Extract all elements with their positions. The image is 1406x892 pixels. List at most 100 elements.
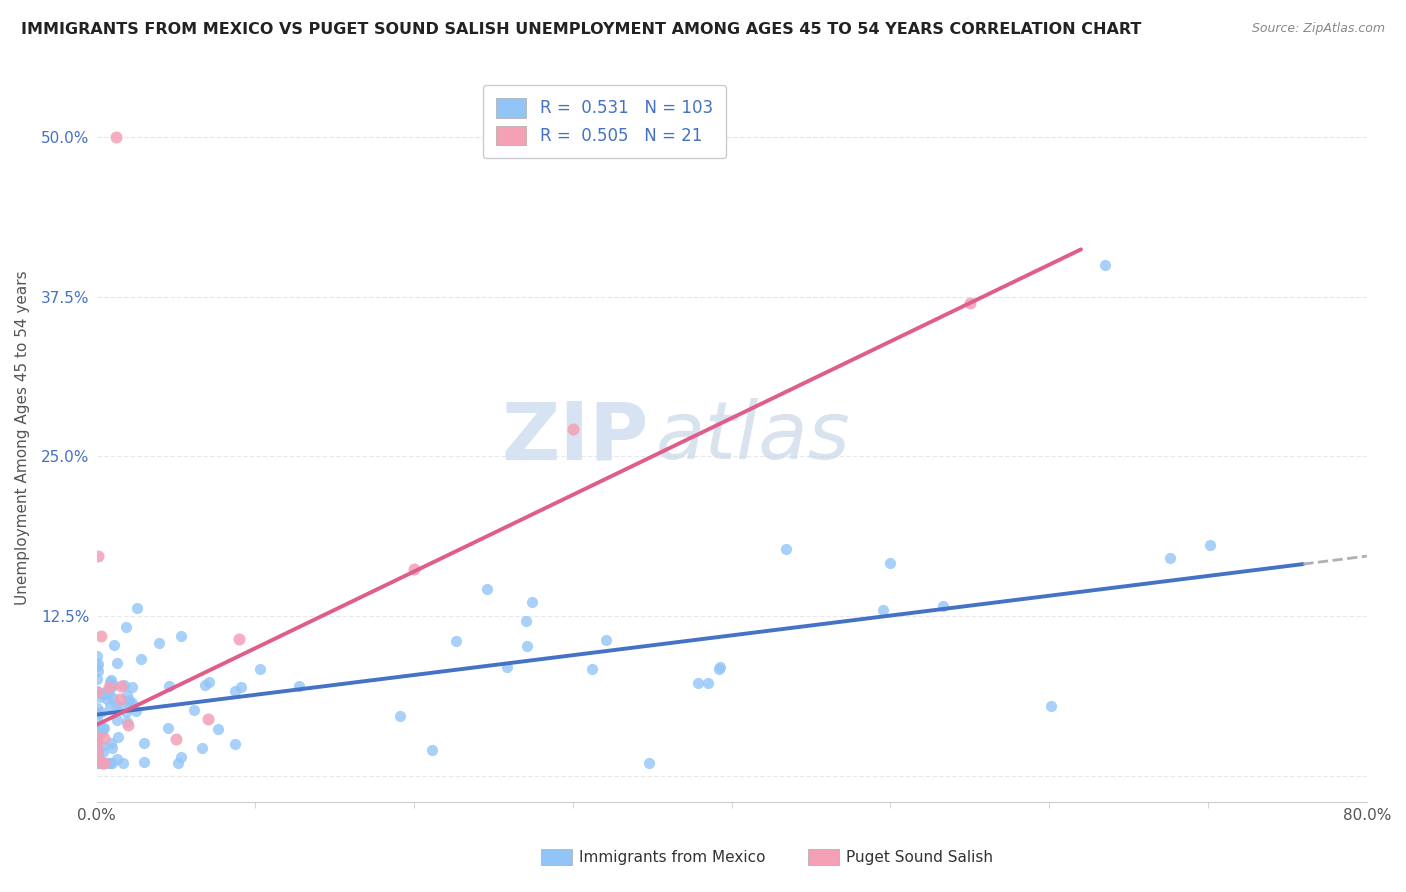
Point: [117, 688, 139, 702]
Point: [97, 756, 120, 771]
Point: [191, 740, 214, 755]
Point: [515, 614, 537, 628]
Point: [104, 129, 127, 144]
Point: [581, 662, 603, 676]
Point: [90, 687, 112, 701]
Point: [132, 756, 155, 770]
Point: [110, 692, 132, 706]
Point: [561, 422, 583, 436]
Point: [105, 713, 128, 727]
Point: [105, 656, 128, 670]
Point: [637, 756, 659, 771]
Point: [100, 680, 122, 694]
Point: [100, 756, 122, 771]
Text: atlas: atlas: [655, 398, 851, 476]
Point: [98, 675, 121, 690]
Point: [89, 720, 111, 734]
Point: [103, 691, 125, 706]
Point: [132, 735, 155, 749]
Legend: R =  0.531   N = 103, R =  0.505   N = 21: R = 0.531 N = 103, R = 0.505 N = 21: [484, 85, 727, 159]
Point: [117, 718, 139, 732]
Point: [98, 688, 121, 702]
Point: [1094, 258, 1116, 272]
Point: [91, 756, 114, 771]
Point: [207, 722, 229, 736]
Point: [224, 683, 246, 698]
Point: [91, 746, 114, 760]
Point: [1199, 538, 1222, 552]
Point: [118, 693, 141, 707]
Point: [90, 725, 112, 739]
Point: [86, 706, 108, 721]
Point: [389, 709, 412, 723]
Point: [959, 296, 981, 310]
Point: [125, 600, 148, 615]
Point: [94, 685, 117, 699]
Text: Puget Sound Salish: Puget Sound Salish: [846, 850, 994, 864]
Point: [87, 664, 110, 678]
Point: [198, 674, 221, 689]
Point: [118, 696, 141, 710]
Point: [148, 636, 170, 650]
Point: [107, 730, 129, 744]
Point: [86, 700, 108, 714]
Point: [444, 634, 467, 648]
Text: ZIP: ZIP: [502, 398, 650, 476]
Point: [707, 662, 730, 676]
Point: [98, 756, 121, 771]
Point: [183, 703, 205, 717]
Point: [89, 690, 111, 704]
Point: [249, 662, 271, 676]
Point: [93, 756, 115, 771]
Point: [125, 704, 148, 718]
Point: [595, 632, 617, 647]
Point: [121, 680, 143, 694]
Point: [90, 705, 112, 719]
Point: [477, 582, 499, 596]
Point: [932, 599, 955, 614]
Point: [86, 648, 108, 663]
Point: [86, 732, 108, 747]
Point: [103, 638, 125, 652]
Point: [86, 684, 108, 698]
Point: [86, 735, 108, 749]
Point: [112, 756, 135, 771]
Point: [100, 736, 122, 750]
Point: [86, 726, 108, 740]
Point: [224, 737, 246, 751]
Point: [101, 741, 124, 756]
Text: IMMIGRANTS FROM MEXICO VS PUGET SOUND SALISH UNEMPLOYMENT AMONG AGES 45 TO 54 YE: IMMIGRANTS FROM MEXICO VS PUGET SOUND SA…: [21, 22, 1142, 37]
Point: [93, 721, 115, 735]
Point: [96, 691, 118, 706]
Point: [194, 677, 217, 691]
Point: [879, 556, 901, 570]
Point: [709, 659, 731, 673]
Point: [165, 731, 187, 746]
Point: [98, 680, 121, 694]
Point: [287, 679, 309, 693]
Point: [91, 721, 114, 735]
Point: [170, 749, 193, 764]
Point: [110, 679, 132, 693]
Point: [108, 698, 131, 713]
Point: [87, 746, 110, 760]
Text: Source: ZipAtlas.com: Source: ZipAtlas.com: [1251, 22, 1385, 36]
Point: [404, 562, 426, 576]
Point: [86, 756, 108, 771]
Point: [420, 743, 443, 757]
Point: [115, 705, 138, 719]
Point: [86, 730, 108, 744]
Point: [115, 715, 138, 730]
Point: [522, 595, 544, 609]
Point: [1039, 699, 1062, 714]
Point: [1159, 551, 1181, 566]
Point: [197, 712, 219, 726]
Point: [775, 542, 797, 557]
Y-axis label: Unemployment Among Ages 45 to 54 years: Unemployment Among Ages 45 to 54 years: [15, 270, 30, 605]
Point: [228, 632, 250, 647]
Point: [697, 676, 720, 690]
Point: [105, 697, 128, 711]
Point: [86, 658, 108, 673]
Point: [89, 724, 111, 739]
Point: [688, 676, 710, 690]
